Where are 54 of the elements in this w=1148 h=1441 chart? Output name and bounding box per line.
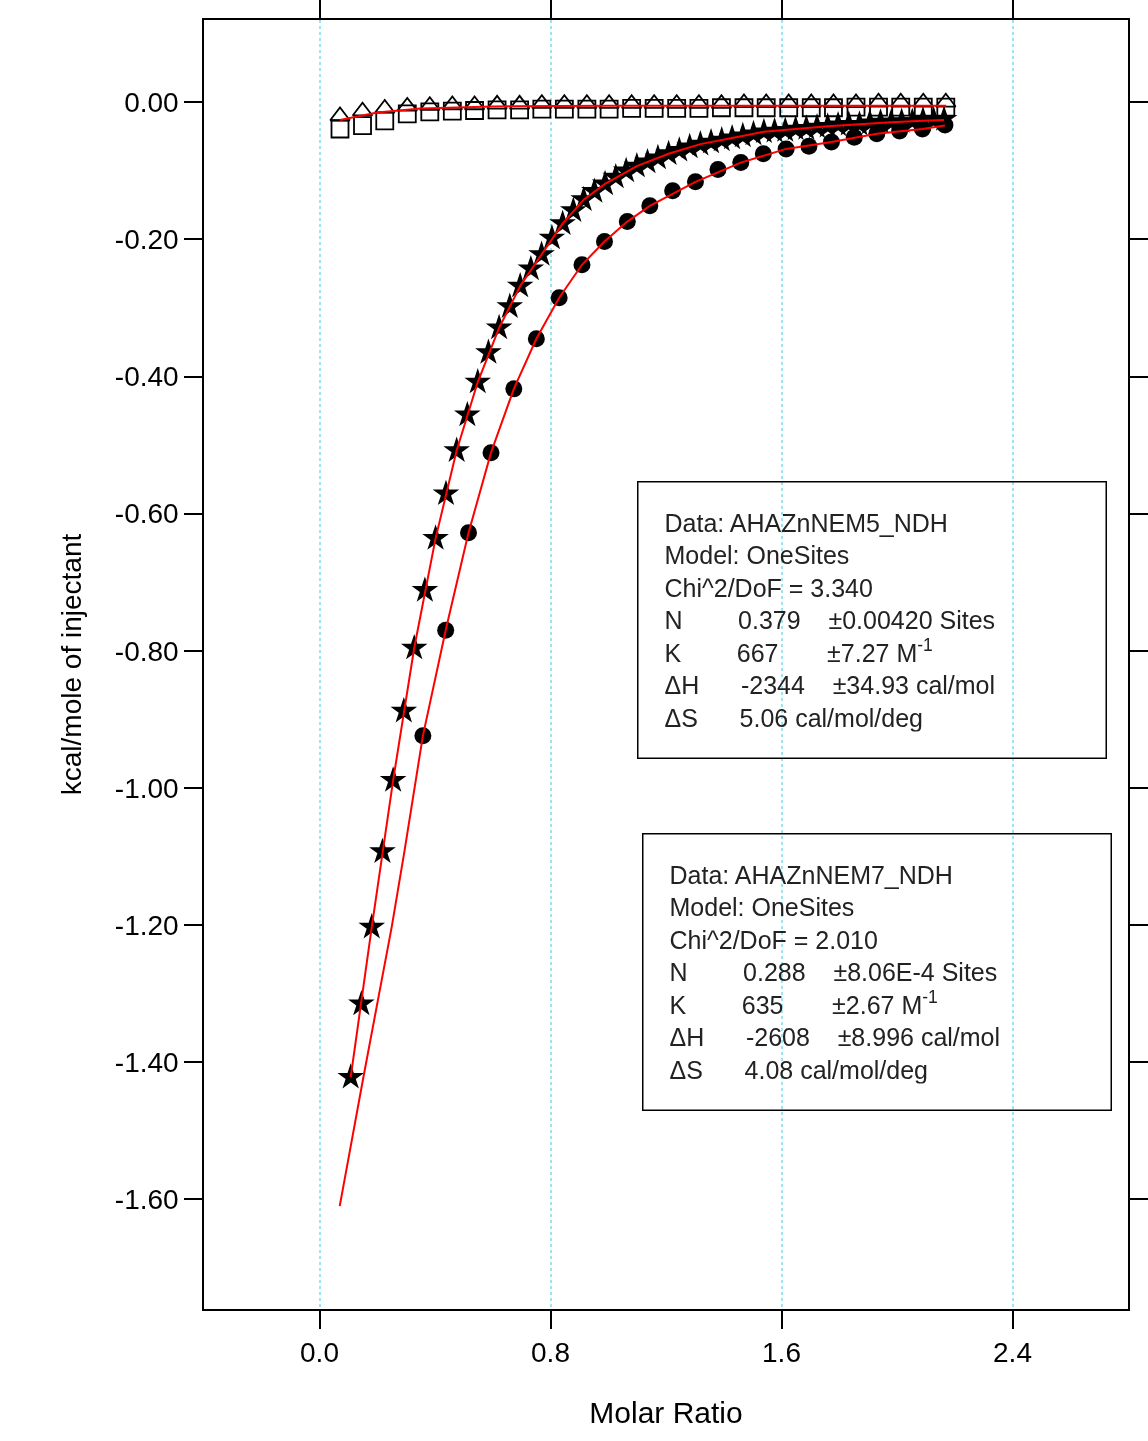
point	[486, 94, 508, 110]
point	[420, 102, 440, 122]
point	[487, 100, 507, 120]
y-tick-label: -1.40	[114, 1046, 179, 1078]
point	[936, 97, 956, 117]
y-tick-label: -1.60	[114, 1184, 179, 1216]
point	[689, 99, 709, 118]
y-tick-label: -0.80	[114, 635, 179, 667]
point	[465, 101, 484, 120]
point	[667, 99, 687, 118]
point	[756, 98, 776, 118]
y-tick-label: -0.40	[114, 361, 179, 393]
point	[712, 98, 731, 118]
point	[644, 99, 664, 118]
point	[442, 101, 462, 121]
point	[397, 104, 417, 124]
point	[734, 98, 754, 118]
annotation: Data: AHAZnNEM7_NDH Model: OneSites Chi^2/DoF = 2.010 N 0.288 ±8.06E-4 Sites K 635 ±2.67 M$^{-1}$ ΔH -2608 ±8.996 cal/mol ΔS 4.08 cal/mol/deg	[669, 860, 1001, 1084]
point	[778, 93, 800, 109]
point	[599, 99, 619, 119]
point	[396, 96, 418, 112]
y-tick-label: -0.60	[114, 498, 179, 530]
point	[846, 97, 866, 117]
point	[935, 92, 957, 108]
point	[779, 98, 799, 118]
point	[510, 100, 529, 120]
point	[532, 99, 552, 119]
point	[845, 93, 867, 109]
x-tick-label: 2.4	[993, 1337, 1032, 1369]
x-tick-label: 1.6	[762, 1337, 801, 1369]
point	[554, 99, 574, 119]
y-tick-label: -1.20	[114, 909, 179, 941]
y-tick-label: -1.00	[114, 772, 179, 804]
point	[577, 99, 597, 119]
point	[869, 97, 888, 117]
annotation: Data: AHAZnNEM5_NDH Model: OneSites Chi^2/DoF = 3.340 N 0.379 ±0.00420 Sites K 667 ±7.27 M$^{-1}$ ΔH -2344 ±34.93 cal/mol ΔS 5.06 cal/mol/deg	[664, 508, 996, 732]
point	[824, 98, 843, 118]
x-tick-label: 0.8	[531, 1337, 570, 1369]
point	[755, 93, 777, 109]
point	[733, 93, 755, 109]
x-tick-label: 0.0	[300, 1337, 339, 1369]
y-axis-title: kcal/mole of injectant	[56, 533, 88, 796]
point	[891, 97, 911, 117]
point	[801, 98, 821, 118]
y-tick-label: 0.00	[124, 87, 179, 119]
point	[330, 119, 350, 139]
point	[353, 116, 372, 135]
point	[622, 99, 642, 118]
point	[913, 97, 933, 117]
y-tick-label: -0.20	[114, 224, 179, 256]
point	[800, 93, 822, 109]
point	[329, 106, 351, 122]
x-axis-title: Molar Ratio	[589, 1396, 743, 1430]
point	[337, 1063, 364, 1089]
